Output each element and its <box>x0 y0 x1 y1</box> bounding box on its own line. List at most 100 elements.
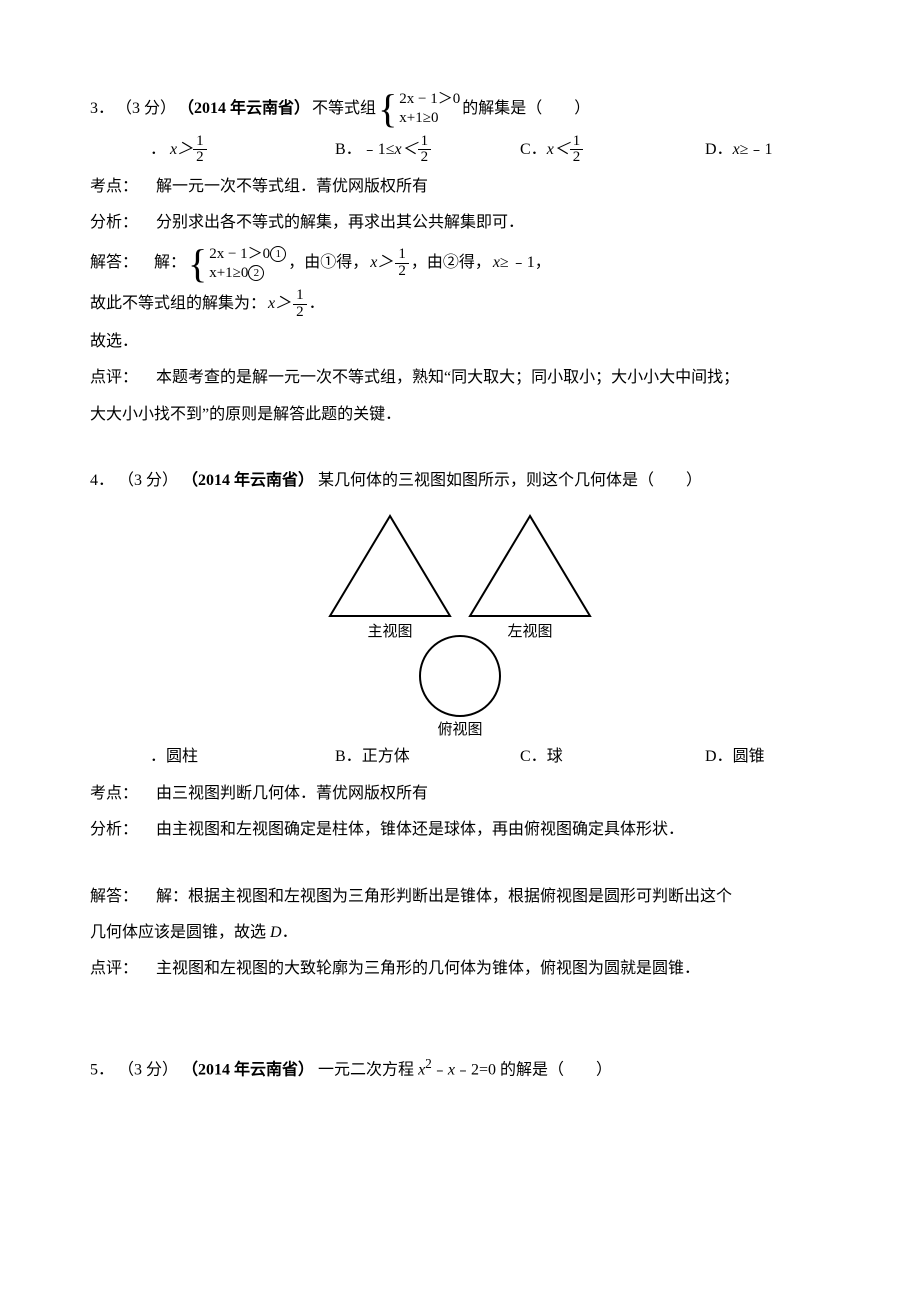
kaodian-label: 考点： <box>90 172 152 202</box>
q4-option-b[interactable]: B． 正方体 <box>335 742 520 772</box>
q3-stem: 3． （3 分） （2014 年云南省） 不等式组 { 2x − 1＞0 x+1… <box>90 90 830 128</box>
left-view-triangle-icon <box>470 516 590 616</box>
sys2-l2-a: x+1≥0 <box>209 265 248 281</box>
q3-sys-line2: x+1≥0 <box>399 109 460 128</box>
q4-points: （3 分） <box>118 472 178 489</box>
q4-fenxi: 分析： 由主视图和左视图确定是柱体，锥体还是球体，再由俯视图确定具体形状． <box>90 815 830 845</box>
q3-option-d[interactable]: D． x≥ ﹣1 <box>705 134 890 167</box>
q3-options: ． x＞ 1 2 B． ﹣1≤ x＜ 1 2 C． x＜ 1 2 D． x≥ ﹣… <box>150 134 890 167</box>
jieda-x2: x≥ <box>493 248 509 278</box>
jieda-mid1: ，由①得， <box>288 248 368 278</box>
jieda-label: 解答： <box>90 882 152 912</box>
q3-option-c[interactable]: C． x＜ 1 2 <box>520 134 705 167</box>
opt-a-label: ． <box>150 742 166 772</box>
jieda-label: 解答： <box>90 248 152 278</box>
q5-source: （2014 年云南省） <box>182 1061 314 1078</box>
sys2-l1: 2x − 1＞01 <box>209 245 286 264</box>
q3-dianping-b: 大大小小找不到”的原则是解答此题的关键． <box>90 400 830 430</box>
q3-stem-a: 不等式组 <box>312 94 376 124</box>
q5-sup2: 2 <box>425 1056 432 1071</box>
sys2-l2: x+1≥02 <box>209 264 286 283</box>
jieda-l2-x: x＞ <box>268 289 291 319</box>
jieda-pre: 解： <box>154 248 186 278</box>
q5-stem: 5． （3 分） （2014 年云南省） 一元二次方程 x2﹣x﹣2=0 的解是… <box>90 1051 830 1086</box>
q4-source: （2014 年云南省） <box>182 472 314 489</box>
front-view-label: 主视图 <box>367 623 412 640</box>
opt-a-text: 圆柱 <box>166 742 198 772</box>
opt-d-val: ﹣1 <box>748 135 772 165</box>
front-view-triangle-icon <box>330 516 450 616</box>
jieda-b-post: ． <box>282 924 298 941</box>
top-view-circle-icon <box>420 636 500 716</box>
frac-den: 2 <box>395 264 409 280</box>
fenxi-label: 分析： <box>90 208 152 238</box>
opt-b-label: B． <box>335 135 362 165</box>
q3-option-b[interactable]: B． ﹣1≤ x＜ 1 2 <box>335 134 520 167</box>
circled-2-icon: 2 <box>248 265 264 281</box>
q5-x: x <box>448 1061 455 1078</box>
frac-num: 1 <box>293 288 307 305</box>
q3-fenxi: 分析： 分别求出各不等式的解集，再求出其公共解集即可． <box>90 208 830 238</box>
kaodian-label: 考点： <box>90 779 152 809</box>
frac-den: 2 <box>293 305 307 321</box>
q5-mid: ﹣ <box>432 1061 448 1078</box>
opt-d-text: 圆锥 <box>733 742 765 772</box>
frac-den: 2 <box>570 150 584 166</box>
opt-b-label: B． <box>335 742 362 772</box>
jieda-b-pre: 几何体应该是圆锥，故选 <box>90 924 270 941</box>
jieda-x1: x＞ <box>370 248 393 278</box>
q4-option-c[interactable]: C． 球 <box>520 742 705 772</box>
q4-kaodian: 考点： 由三视图判断几何体．菁优网版权所有 <box>90 779 830 809</box>
q4-jieda-b: 几何体应该是圆锥，故选 D． <box>90 918 830 948</box>
three-view-diagram: 主视图 左视图 俯视图 <box>310 506 610 736</box>
q4-jieda: 解答： 解：根据主视图和左视图为三角形判断出是锥体，根据俯视图是圆形可判断出这个 <box>90 882 830 912</box>
frac-num: 1 <box>418 134 432 151</box>
q4-stem-text: 某几何体的三视图如图所示，则这个几何体是（ ） <box>318 472 702 489</box>
opt-c-x: x＜ <box>547 135 570 165</box>
frac-num: 1 <box>570 134 584 151</box>
q5-stem-a: 一元二次方程 <box>318 1061 418 1078</box>
q3-jieda-line3: 故选． <box>90 327 830 357</box>
jieda-l2-end: ． <box>309 289 325 319</box>
q4-option-d[interactable]: D． 圆锥 <box>705 742 890 772</box>
frac-den: 2 <box>418 150 432 166</box>
opt-d-label: D． <box>705 742 733 772</box>
q5-points: （3 分） <box>118 1061 178 1078</box>
frac-half-icon: 1 2 <box>418 134 432 167</box>
q3-jieda-line1: 解答： 解： { 2x − 1＞01 x+1≥02 ，由①得， x＞ 1 2 ，… <box>90 245 830 283</box>
q5-tail: ﹣2=0 的解是（ ） <box>455 1061 612 1078</box>
q4-option-a[interactable]: ． 圆柱 <box>150 742 335 772</box>
jieda-mid2: ，由②得， <box>411 248 491 278</box>
dianping-label: 点评： <box>90 954 152 984</box>
opt-b-pre: ﹣1≤ <box>362 135 395 165</box>
q4-number: 4． <box>90 472 114 489</box>
q3-dianping: 点评： 本题考查的是解一元一次不等式组，熟知“同大取大；同小取小；大小小大中间找… <box>90 363 830 393</box>
jieda-b-em: D <box>270 924 282 941</box>
q3-option-a[interactable]: ． x＞ 1 2 <box>150 134 335 167</box>
jieda-a: 解：根据主视图和左视图为三角形判断出是锥体，根据俯视图是圆形可判断出这个 <box>156 888 732 905</box>
q3-points: （3 分） <box>116 94 176 124</box>
opt-d-x: x≥ <box>733 135 749 165</box>
kaodian-text: 解一元一次不等式组．菁优网版权所有 <box>156 178 428 195</box>
q3-stem-b: 的解集是（ ） <box>462 94 590 124</box>
jieda-l2-a: 故此不等式组的解集为： <box>90 289 266 319</box>
frac-half-icon: 1 2 <box>193 134 207 167</box>
opt-b-text: 正方体 <box>362 742 410 772</box>
q4-stem: 4． （3 分） （2014 年云南省） 某几何体的三视图如图所示，则这个几何体… <box>90 466 830 496</box>
fenxi-text: 分别求出各不等式的解集，再求出其公共解集即可． <box>156 214 524 231</box>
dianping-text: 主视图和左视图的大致轮廓为三角形的几何体为锥体，俯视图为圆就是圆锥． <box>156 960 700 977</box>
q3-jieda-line2: 故此不等式组的解集为： x＞ 1 2 ． <box>90 288 830 321</box>
brace-icon: { <box>378 93 397 125</box>
q4-options: ． 圆柱 B． 正方体 C． 球 D． 圆锥 <box>150 742 890 772</box>
top-view-label: 俯视图 <box>437 721 482 736</box>
jieda-v2: ﹣1， <box>511 248 551 278</box>
dianping-label: 点评： <box>90 363 152 393</box>
q3-source: （2014 年云南省） <box>178 94 310 124</box>
fenxi-label: 分析： <box>90 815 152 845</box>
opt-c-text: 球 <box>547 742 563 772</box>
kaodian-text: 由三视图判断几何体．菁优网版权所有 <box>156 785 428 802</box>
q3-system: { 2x − 1＞0 x+1≥0 <box>378 90 460 128</box>
opt-c-label: C． <box>520 742 547 772</box>
q3-sys-line1: 2x − 1＞0 <box>399 90 460 109</box>
q3-number: 3． <box>90 94 114 124</box>
